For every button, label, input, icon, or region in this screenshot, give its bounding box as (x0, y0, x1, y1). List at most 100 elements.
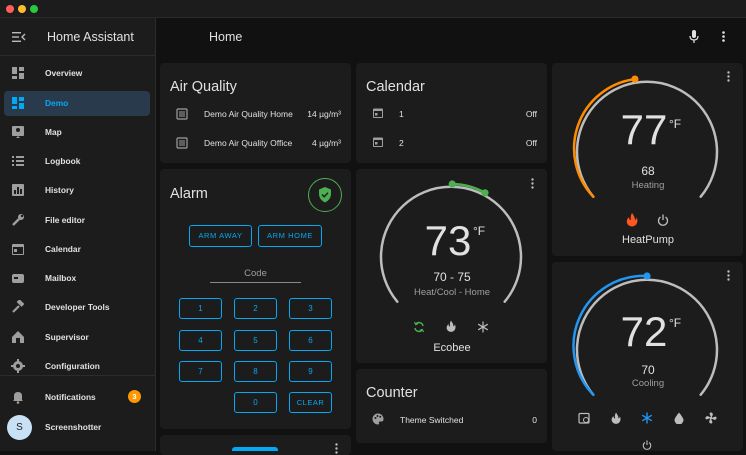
sidebar-item-label: File editor (45, 215, 86, 225)
code-input[interactable] (210, 282, 301, 283)
sidebar-item-overview[interactable]: Overview (4, 61, 150, 86)
arm-away-button[interactable]: ARM AWAY (189, 225, 252, 247)
heatpump-target-temperature: 68 (641, 164, 655, 178)
sidebar-header: Home Assistant (0, 18, 156, 56)
calendar-icon (372, 107, 384, 119)
alarm-state-badge[interactable] (308, 178, 342, 212)
counter-row-name[interactable]: Theme Switched (400, 415, 464, 425)
sidebar-item-label: Mailbox (45, 273, 77, 283)
map-icon (11, 125, 25, 139)
keypad-button-6[interactable]: 6 (289, 330, 332, 351)
flame-icon[interactable] (446, 320, 456, 333)
air-quality-row-name[interactable]: Demo Air Quality Home (204, 109, 293, 119)
keypad-button-5[interactable]: 5 (234, 330, 277, 351)
keypad-button-4[interactable]: 4 (179, 330, 222, 351)
more-options-icon[interactable] (727, 270, 730, 281)
heatpump-temperature-dial[interactable] (570, 73, 724, 203)
card-title: Calendar (366, 79, 425, 95)
calendar-row-name[interactable]: 2 (399, 138, 404, 148)
ecobee-temperature-unit: °F (473, 224, 486, 238)
sidebar-item-map[interactable]: Map (4, 120, 150, 145)
flame-icon[interactable] (611, 412, 621, 425)
air-quality-row-value: 4 µg/m³ (312, 138, 341, 148)
card-title: Alarm (170, 186, 208, 202)
counter-card: Counter Theme Switched 0 (356, 369, 547, 443)
supervisor-icon (11, 330, 25, 344)
sidebar-item-calendar[interactable]: Calendar (4, 237, 150, 262)
sidebar-divider (0, 375, 156, 376)
partial-dial-arc (232, 447, 278, 451)
snowflake-icon[interactable] (641, 412, 653, 424)
auto-mode-icon[interactable] (413, 321, 425, 333)
more-options-icon[interactable] (722, 31, 725, 42)
sidebar-item-label: Demo (45, 98, 69, 108)
sidebar-item-demo[interactable]: Demo (4, 91, 150, 116)
code-field-label: Code (244, 268, 267, 279)
cooling-thermostat-card: 72 °F 70 Cooling (552, 262, 743, 451)
cooling-temperature-dial[interactable] (570, 271, 724, 401)
overview-icon (11, 66, 25, 80)
page-title: Home (209, 30, 243, 44)
fan-icon[interactable] (705, 412, 717, 424)
window-titlebar (0, 0, 746, 18)
sidebar-item-label: Notifications (45, 392, 96, 402)
more-options-icon[interactable] (727, 71, 730, 82)
sidebar-item-label: Configuration (45, 361, 100, 371)
sidebar-item-label: Developer Tools (45, 302, 110, 312)
more-options-icon[interactable] (531, 178, 534, 189)
sidebar-item-label: Map (45, 127, 62, 137)
air-filter-icon (176, 108, 188, 120)
gear-icon (11, 359, 25, 373)
air-filter-icon (176, 137, 188, 149)
maximize-window-button[interactable] (30, 5, 38, 13)
close-window-button[interactable] (6, 5, 14, 13)
logbook-icon (11, 154, 25, 168)
water-drop-icon[interactable] (674, 412, 684, 424)
sidebar-item-file-editor[interactable]: File editor (4, 208, 150, 233)
keypad-button-0[interactable]: 0 (234, 392, 277, 413)
calendar-card: Calendar 1 Off 2 Off (356, 63, 547, 163)
minimize-window-button[interactable] (18, 5, 26, 13)
keypad-button-2[interactable]: 2 (234, 298, 277, 319)
schedule-icon[interactable] (578, 412, 590, 424)
keypad-clear-button[interactable]: CLEAR (289, 392, 332, 413)
sidebar-item-configuration[interactable]: Configuration (4, 354, 150, 379)
arm-home-button[interactable]: ARM HOME (258, 225, 322, 247)
cooling-current-temperature: 72 (620, 308, 668, 355)
calendar-row-value: Off (525, 109, 537, 119)
air-quality-row-value: 14 µg/m³ (307, 109, 341, 119)
sidebar-item-notifications[interactable]: Notifications 3 (4, 385, 150, 410)
keypad-button-9[interactable]: 9 (289, 361, 332, 382)
sidebar-item-logbook[interactable]: Logbook (4, 149, 150, 174)
snowflake-icon[interactable] (477, 321, 489, 333)
keypad-button-1[interactable]: 1 (179, 298, 222, 319)
flame-icon[interactable] (626, 213, 638, 227)
calendar-icon (11, 242, 25, 256)
power-icon[interactable] (642, 440, 652, 450)
sidebar-item-history[interactable]: History (4, 178, 150, 203)
card-title: Counter (366, 385, 418, 401)
ecobee-temperature-dial[interactable] (374, 178, 528, 308)
calendar-row-name[interactable]: 1 (399, 109, 404, 119)
sidebar-item-user[interactable]: S Screenshotter (4, 413, 150, 442)
air-quality-row-name[interactable]: Demo Air Quality Office (204, 138, 293, 148)
air-quality-card: Air Quality Demo Air Quality Home 14 µg/… (160, 63, 351, 163)
dashboard-icon (11, 96, 25, 110)
keypad-button-7[interactable]: 7 (179, 361, 222, 382)
microphone-icon[interactable] (689, 30, 699, 44)
calendar-row-value: Off (525, 138, 537, 148)
sidebar-item-developer-tools[interactable]: Developer Tools (4, 295, 150, 320)
app-title: Home Assistant (47, 30, 134, 44)
menu-collapse-icon[interactable] (12, 31, 26, 43)
mailbox-icon (11, 271, 25, 285)
sidebar-item-mailbox[interactable]: Mailbox (4, 266, 150, 291)
heatpump-name[interactable]: HeatPump (622, 234, 674, 246)
sidebar: Home Assistant Overview Demo Map Logbook… (0, 18, 156, 451)
more-options-icon[interactable] (335, 443, 338, 454)
avatar: S (7, 415, 32, 440)
keypad-button-8[interactable]: 8 (234, 361, 277, 382)
keypad-button-3[interactable]: 3 (289, 298, 332, 319)
sidebar-item-supervisor[interactable]: Supervisor (4, 325, 150, 350)
ecobee-name[interactable]: Ecobee (433, 342, 471, 354)
power-icon[interactable] (657, 214, 669, 226)
